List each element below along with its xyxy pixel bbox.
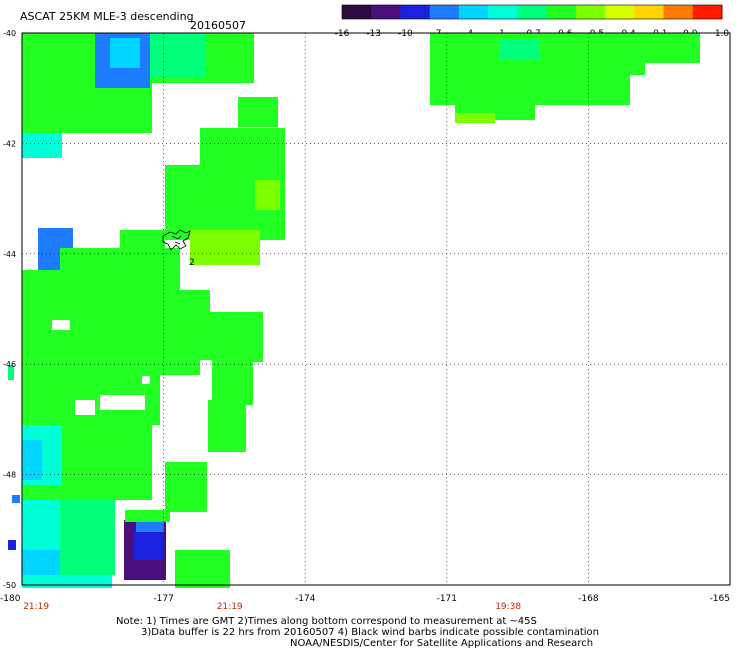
data-swaths [8,33,700,588]
colorbar-swatch [400,5,431,19]
data-cell [22,83,152,133]
lat-tick-label: -40 [3,29,16,38]
data-cell [455,113,495,123]
colorbar-swatch [692,5,723,19]
data-cell [600,55,645,75]
footnote-line-2: 3)Data buffer is 22 hrs from 20160507 4)… [141,627,599,638]
data-cell [255,180,280,210]
data-cell [640,33,700,53]
data-cell [430,60,630,105]
time-label: 21:19 [217,602,243,612]
lon-tick-label: -177 [153,594,173,604]
colorbar-tick-label: 1.0 [715,29,730,39]
data-cell [200,128,285,168]
colorbar-swatch [458,5,489,19]
data-cell [22,440,42,480]
data-cell [150,33,205,78]
lon-tick-label: -180 [0,594,21,604]
colorbar-swatch [663,5,694,19]
data-cell [208,360,253,405]
data-cell [8,365,14,380]
data-cell [238,97,278,127]
colorbar-swatch [575,5,606,19]
map-grid [22,33,730,585]
lon-tick-label: -168 [578,594,599,604]
product-date: 20160507 [190,19,246,32]
product-title: ASCAT 25KM MLE-3 descending [20,10,194,23]
data-cell [175,550,230,588]
longitude-axis: -180 -177 -174 -171 -168 -165 [0,594,730,604]
colorbar-tick-label: -16 [335,29,350,39]
colorbar-swatch [488,5,518,19]
land-marker-label: 2 [189,258,195,268]
data-cell [165,462,207,512]
map-frame [21,32,731,586]
lat-tick-label: -50 [3,581,16,590]
lon-tick-label: -171 [437,594,457,604]
island-outline [162,229,191,251]
data-cell [60,500,115,575]
colorbar-swatch [342,5,372,19]
latitude-axis: -40 -42 -44 -46 -48 -50 [3,29,16,590]
lat-tick-label: -48 [3,471,16,480]
colorbar-tick-label: -13 [366,29,381,39]
footnote-line-1: Note: 1) Times are GMT 2)Times along bot… [116,616,537,627]
colorbar-swatch [371,5,401,19]
lat-tick-label: -46 [3,360,16,369]
lon-tick-label: -174 [295,594,316,604]
lat-tick-label: -42 [3,139,16,148]
data-cell [110,38,140,68]
footnote-line-3: NOAA/NESDIS/Center for Satellite Applica… [290,638,594,649]
data-cell [134,530,164,560]
data-cell [60,248,180,328]
data-cell [22,133,62,158]
data-cell [136,520,164,532]
time-labels: 21:19 21:19 19:38 [23,602,521,612]
colorbar-swatch [429,5,460,19]
data-cell [12,495,20,503]
data-cell [180,290,210,325]
colorbar-tick-label: -10 [398,29,413,39]
data-cell [208,400,246,452]
data-cell [8,540,16,550]
colorbar-swatch [634,5,665,19]
data-cell [190,230,260,265]
colorbar-swatch [546,5,577,19]
data-cell [125,510,170,522]
time-label: 19:38 [495,602,521,612]
data-cell [208,312,263,362]
colorbar-swatch [517,5,548,19]
lat-tick-label: -44 [3,250,16,259]
lon-tick-label: -165 [710,594,730,604]
colorbar-swatch [605,5,635,19]
data-cell [500,40,540,60]
time-label: 21:19 [23,602,49,612]
data-cell [120,230,165,250]
